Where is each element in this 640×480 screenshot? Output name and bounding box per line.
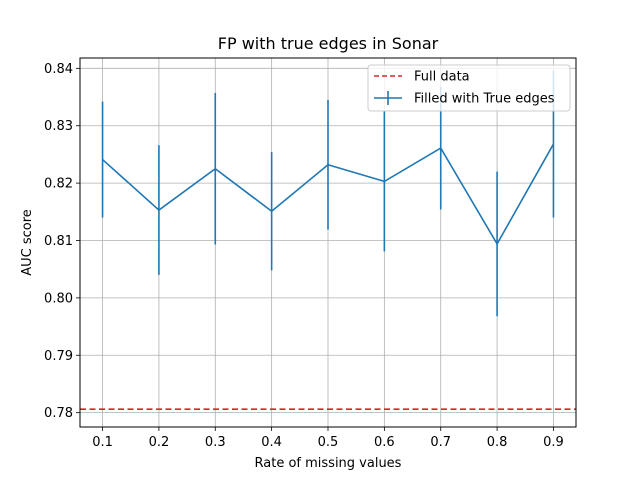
y-tick-label: 0.78 [44,406,73,421]
x-tick-label: 0.3 [205,435,226,450]
legend-label-filled-with-true-edges: Filled with True edges [414,92,555,107]
y-axis-title: AUC score [20,209,35,276]
x-tick-label: 0.4 [261,435,282,450]
legend: Full data Filled with True edges [367,64,571,112]
plot-area [80,70,576,411]
x-axis: 0.1 0.2 0.3 0.4 0.5 0.6 0.7 0.8 0.9 [92,427,564,450]
x-tick-label: 0.2 [149,435,170,450]
y-tick-label: 0.83 [44,119,73,134]
y-tick-label: 0.80 [44,291,73,306]
y-tick-label: 0.84 [44,62,73,77]
series-line-filled-with-true-edges [102,143,555,246]
x-tick-label: 0.6 [374,435,395,450]
chart-title: FP with true edges in Sonar [218,34,439,53]
x-tick-label: 0.8 [487,435,508,450]
x-tick-label: 0.5 [318,435,339,450]
x-axis-title: Rate of missing values [255,456,402,471]
legend-box [367,64,571,112]
x-tick-label: 0.1 [92,435,113,450]
x-tick-label: 0.9 [543,435,564,450]
x-tick-label: 0.7 [430,435,451,450]
legend-label-full-data: Full data [414,70,470,85]
y-tick-label: 0.82 [44,177,73,192]
y-tick-label: 0.79 [44,349,73,364]
y-tick-label: 0.81 [44,234,73,249]
y-axis: 0.78 0.79 0.80 0.81 0.82 0.83 0.84 [44,62,80,421]
